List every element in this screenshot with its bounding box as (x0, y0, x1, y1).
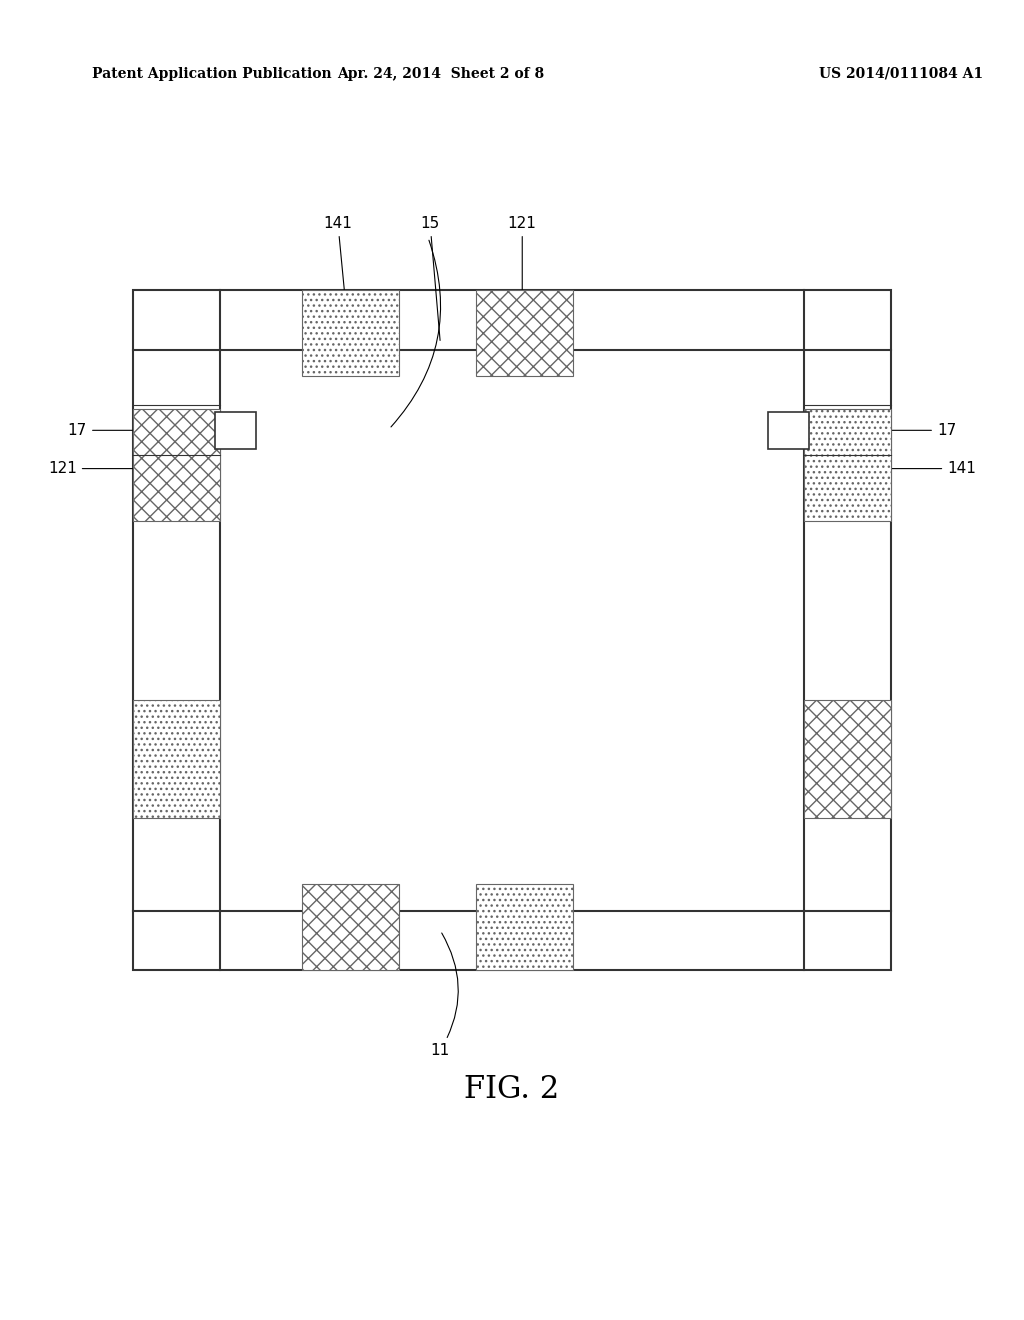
Text: 15: 15 (421, 216, 440, 341)
Bar (804, 409, 891, 521)
Text: 17: 17 (68, 422, 222, 438)
Text: 17: 17 (802, 422, 956, 438)
Text: 141: 141 (324, 216, 352, 327)
Bar (133, 290, 891, 970)
Bar (133, 700, 220, 818)
Bar (215, 412, 256, 449)
FancyArrowPatch shape (391, 240, 440, 426)
Text: 121: 121 (48, 461, 174, 477)
Text: US 2014/0111084 A1: US 2014/0111084 A1 (819, 67, 983, 81)
Text: Apr. 24, 2014  Sheet 2 of 8: Apr. 24, 2014 Sheet 2 of 8 (337, 67, 544, 81)
Bar (302, 884, 399, 970)
Bar (476, 290, 573, 376)
Text: FIG. 2: FIG. 2 (464, 1073, 560, 1105)
Text: Patent Application Publication: Patent Application Publication (92, 67, 332, 81)
Bar (476, 884, 573, 970)
Text: 11: 11 (431, 933, 459, 1057)
Text: 121: 121 (508, 216, 537, 327)
Bar (804, 700, 891, 818)
Bar (302, 290, 399, 376)
Bar (768, 412, 809, 449)
Bar (220, 350, 804, 911)
Text: 141: 141 (850, 461, 976, 477)
Bar (133, 409, 220, 521)
